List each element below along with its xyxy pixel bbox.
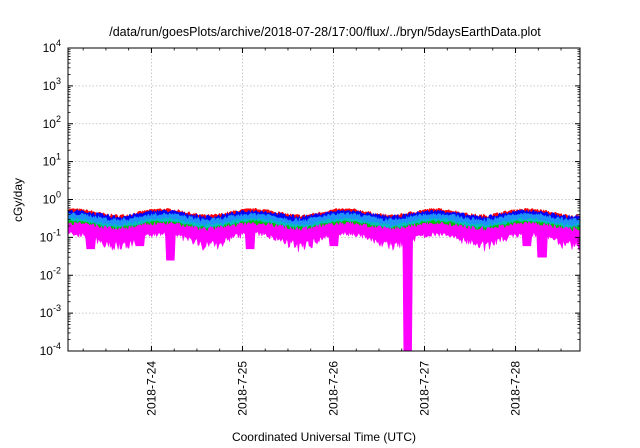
y-axis-label: cGy/day (11, 178, 25, 222)
x-tick-label: 2018-7-28 (509, 361, 523, 416)
y-tick-label: 10-1 (40, 227, 61, 244)
x-tick-label: 2018-7-25 (235, 361, 249, 416)
y-tick-label: 104 (43, 38, 61, 55)
grid (68, 48, 580, 351)
y-tick-label: 10-4 (40, 341, 61, 358)
y-axis: 10-4 10-3 10-2 10-1 100 101 102 103 104 (40, 38, 580, 358)
chart-title: /data/run/goesPlots/archive/2018-07-28/1… (109, 25, 541, 39)
x-axis: 2018-7-24 2018-7-25 2018-7-26 2018-7-27 2018… (82, 48, 562, 416)
y-tick-label: 103 (43, 76, 61, 93)
y-tick-label: 102 (43, 114, 61, 131)
x-tick-label: 2018-7-26 (326, 361, 340, 416)
y-tick-label: 10-3 (40, 303, 61, 320)
y-tick-label: 100 (43, 190, 61, 207)
series-band (67, 221, 581, 352)
series-layer (67, 208, 581, 352)
y-tick-label: 10-2 (40, 265, 61, 282)
x-axis-label: Coordinated Universal Time (UTC) (232, 430, 416, 444)
x-tick-label: 2018-7-24 (144, 361, 158, 416)
y-tick-label: 101 (43, 152, 61, 169)
x-tick-label: 2018-7-27 (418, 361, 432, 416)
